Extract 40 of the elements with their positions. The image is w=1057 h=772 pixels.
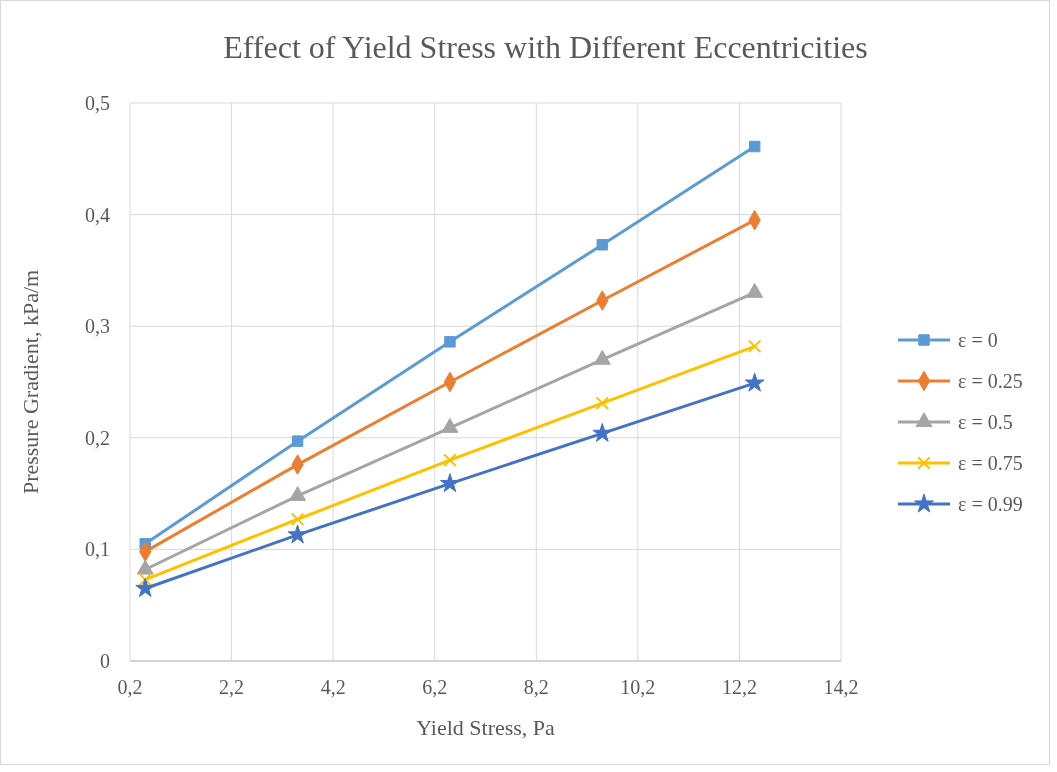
point	[289, 486, 307, 501]
point	[290, 512, 305, 527]
point	[441, 418, 459, 433]
x-tick-label: 2,2	[219, 676, 245, 698]
y-tick-label: 0,1	[85, 538, 110, 561]
y-tick-label: 0,4	[85, 203, 110, 226]
y-tick-label: 0,3	[85, 315, 110, 338]
point	[595, 396, 610, 411]
x-tick-label: 10,2	[620, 676, 656, 698]
x-axis-title: Yield Stress, Pa	[416, 715, 556, 740]
x-tick-label: 12,2	[721, 676, 757, 698]
point	[136, 559, 154, 575]
point	[440, 473, 460, 493]
x-tick-label: 6,2	[422, 676, 448, 698]
point	[444, 336, 456, 348]
legend-label: ε = 0.5	[958, 411, 1013, 433]
point	[747, 339, 762, 354]
x-tick-label: 14,2	[823, 676, 859, 698]
y-tick-label: 0,5	[85, 92, 110, 114]
point	[744, 372, 765, 392]
y-axis-title: Pressure Gradient, kPa/m	[18, 269, 43, 495]
point	[746, 283, 764, 298]
chart-title: Effect of Yield Stress with Different Eccentricities	[223, 29, 868, 65]
point	[291, 435, 304, 447]
legend-label: ε = 0.75	[958, 452, 1023, 474]
point	[592, 422, 613, 442]
point	[135, 578, 156, 597]
point	[138, 572, 153, 587]
y-tick-label: 0	[100, 650, 110, 672]
y-tick-label: 0,2	[85, 426, 110, 449]
legend-label: ε = 0.99	[958, 493, 1023, 515]
x-tick-label: 4,2	[320, 676, 346, 698]
point	[443, 453, 457, 467]
point	[748, 140, 761, 153]
legend-label: ε = 0.25	[958, 370, 1023, 392]
legend-label: ε = 0	[958, 329, 998, 351]
x-tick-label: 0,2	[117, 676, 143, 698]
x-tick-label: 8,2	[523, 676, 549, 698]
point	[287, 524, 308, 544]
point	[596, 238, 609, 251]
